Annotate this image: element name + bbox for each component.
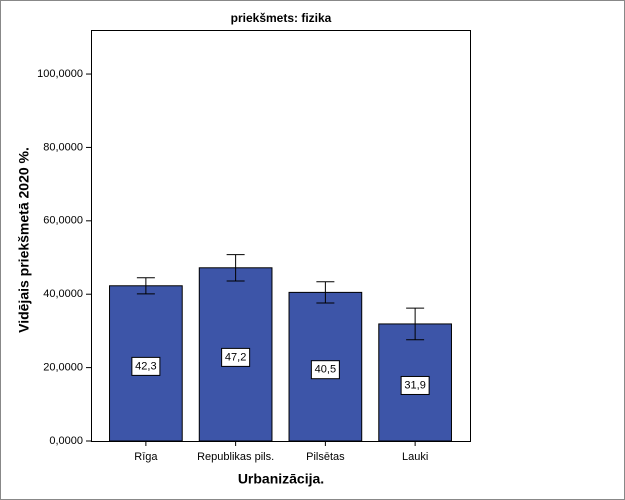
y-tick-label: 80,0000 <box>43 141 83 153</box>
y-tick-label: 20,0000 <box>43 362 83 374</box>
x-tick-label: Republikas pils. <box>197 451 274 463</box>
y-tick-label: 100,0000 <box>37 68 83 80</box>
x-axis-label: Urbanizācija. <box>238 471 324 487</box>
x-tick-label: Rīga <box>134 451 158 463</box>
x-tick-label: Pilsētas <box>306 451 345 463</box>
value-label-box <box>310 360 340 380</box>
value-label-box <box>221 347 251 367</box>
y-tick-label: 60,0000 <box>43 215 83 227</box>
value-label: 40,5 <box>315 364 336 376</box>
value-label: 47,2 <box>225 351 246 363</box>
y-axis-label: Vidējais priekšmetā 2020 %. <box>16 147 32 333</box>
y-tick-label: 40,0000 <box>43 288 83 300</box>
value-label-box <box>400 375 430 395</box>
value-label: 31,9 <box>404 379 425 391</box>
chart-title: priekšmets: fizika <box>231 11 332 25</box>
value-label-box <box>131 356 161 376</box>
y-tick-label: 0,0000 <box>49 435 83 447</box>
value-label: 42,3 <box>135 360 156 372</box>
x-tick-label: Lauki <box>402 451 428 463</box>
